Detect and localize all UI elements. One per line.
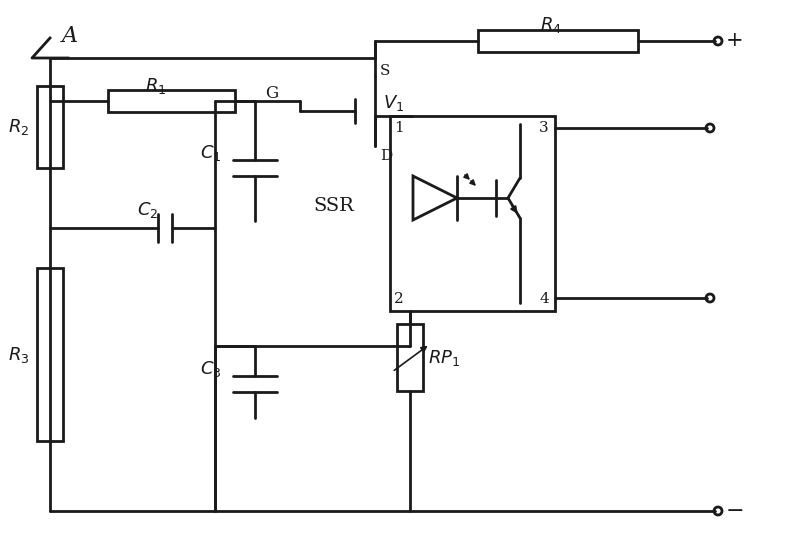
Text: 1: 1 [394, 121, 404, 135]
Text: $R_3$: $R_3$ [8, 345, 30, 365]
Bar [397, 324, 423, 391]
Text: $C_2$: $C_2$ [137, 200, 158, 220]
Text: $V_1$: $V_1$ [383, 93, 404, 113]
Text: S: S [380, 64, 390, 78]
Text: SSR: SSR [313, 197, 354, 215]
Text: 3: 3 [539, 121, 549, 135]
Text: $C_3$: $C_3$ [200, 359, 222, 379]
Text: A: A [62, 25, 78, 47]
Text: 4: 4 [539, 292, 549, 306]
Text: D: D [380, 149, 392, 163]
Text: $C_1$: $C_1$ [200, 143, 222, 163]
Text: G: G [265, 85, 278, 102]
Text: $R_1$: $R_1$ [145, 76, 166, 96]
Text: $RP_1$: $RP_1$ [428, 348, 460, 368]
Text: $R_2$: $R_2$ [8, 117, 30, 137]
Bar [108, 90, 235, 112]
Text: $R_4$: $R_4$ [540, 15, 562, 35]
Text: +: + [726, 32, 744, 50]
Bar [37, 86, 63, 168]
Bar [37, 268, 63, 441]
Bar [390, 116, 555, 311]
Text: −: − [726, 500, 745, 522]
Text: 2: 2 [394, 292, 404, 306]
Bar [478, 30, 638, 52]
